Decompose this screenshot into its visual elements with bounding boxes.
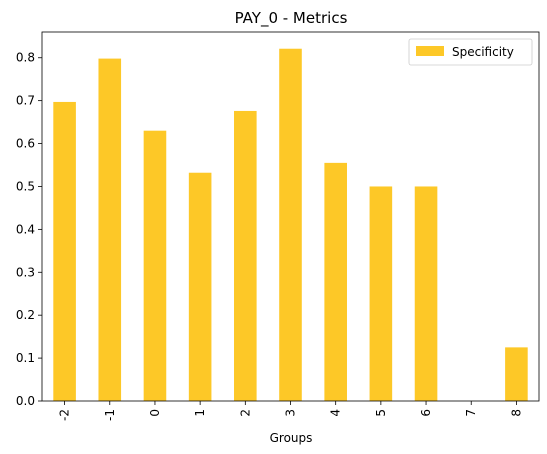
x-tick-label: 6 [419, 409, 433, 417]
y-tick-label: 0.0 [16, 394, 35, 408]
x-tick-label: 8 [509, 409, 523, 417]
y-tick-label: 0.8 [16, 51, 35, 65]
bar-6 [414, 186, 438, 401]
bar-1 [188, 172, 212, 401]
legend: Specificity [408, 38, 533, 66]
x-tick-label: -1 [103, 409, 117, 421]
y-tick-label: 0.6 [16, 137, 35, 151]
y-tick-label: 0.4 [16, 222, 35, 236]
y-tick-label: 0.1 [16, 351, 35, 365]
bar-4 [324, 162, 347, 401]
plot-frame [41, 31, 540, 402]
y-tick-label: 0.2 [16, 308, 35, 322]
x-tick-label: 0 [148, 409, 162, 417]
x-tick-label: 3 [284, 409, 298, 417]
x-tick-label: 1 [193, 409, 207, 417]
bar--2 [53, 101, 76, 401]
y-axis-ticks: 0.0 0.1 0.2 0.3 0.4 0.5 0.6 0.7 0.8 [16, 51, 42, 408]
x-tick-label: 5 [374, 409, 388, 417]
bar-5 [369, 186, 393, 401]
x-tick-label: 4 [329, 409, 343, 417]
bar-2 [234, 110, 257, 401]
legend-swatch [416, 46, 444, 56]
y-tick-label: 0.7 [16, 94, 35, 108]
legend-box [408, 38, 533, 66]
chart-title: PAY_0 - Metrics [235, 9, 348, 28]
bar-0 [143, 130, 167, 401]
legend-label: Specificity [452, 45, 514, 59]
x-tick-label: 2 [238, 409, 252, 417]
bar--1 [98, 58, 122, 401]
x-axis-ticks: -2 -1 0 1 2 3 4 5 6 7 8 [58, 401, 523, 421]
bar-8 [505, 347, 528, 401]
x-tick-label: 7 [464, 409, 478, 417]
x-tick-label: -2 [58, 409, 72, 421]
bars-group [53, 48, 528, 401]
y-tick-label: 0.3 [16, 265, 35, 279]
y-tick-label: 0.5 [16, 179, 35, 193]
bar-3 [279, 48, 302, 401]
x-axis-label: Groups [270, 431, 313, 445]
